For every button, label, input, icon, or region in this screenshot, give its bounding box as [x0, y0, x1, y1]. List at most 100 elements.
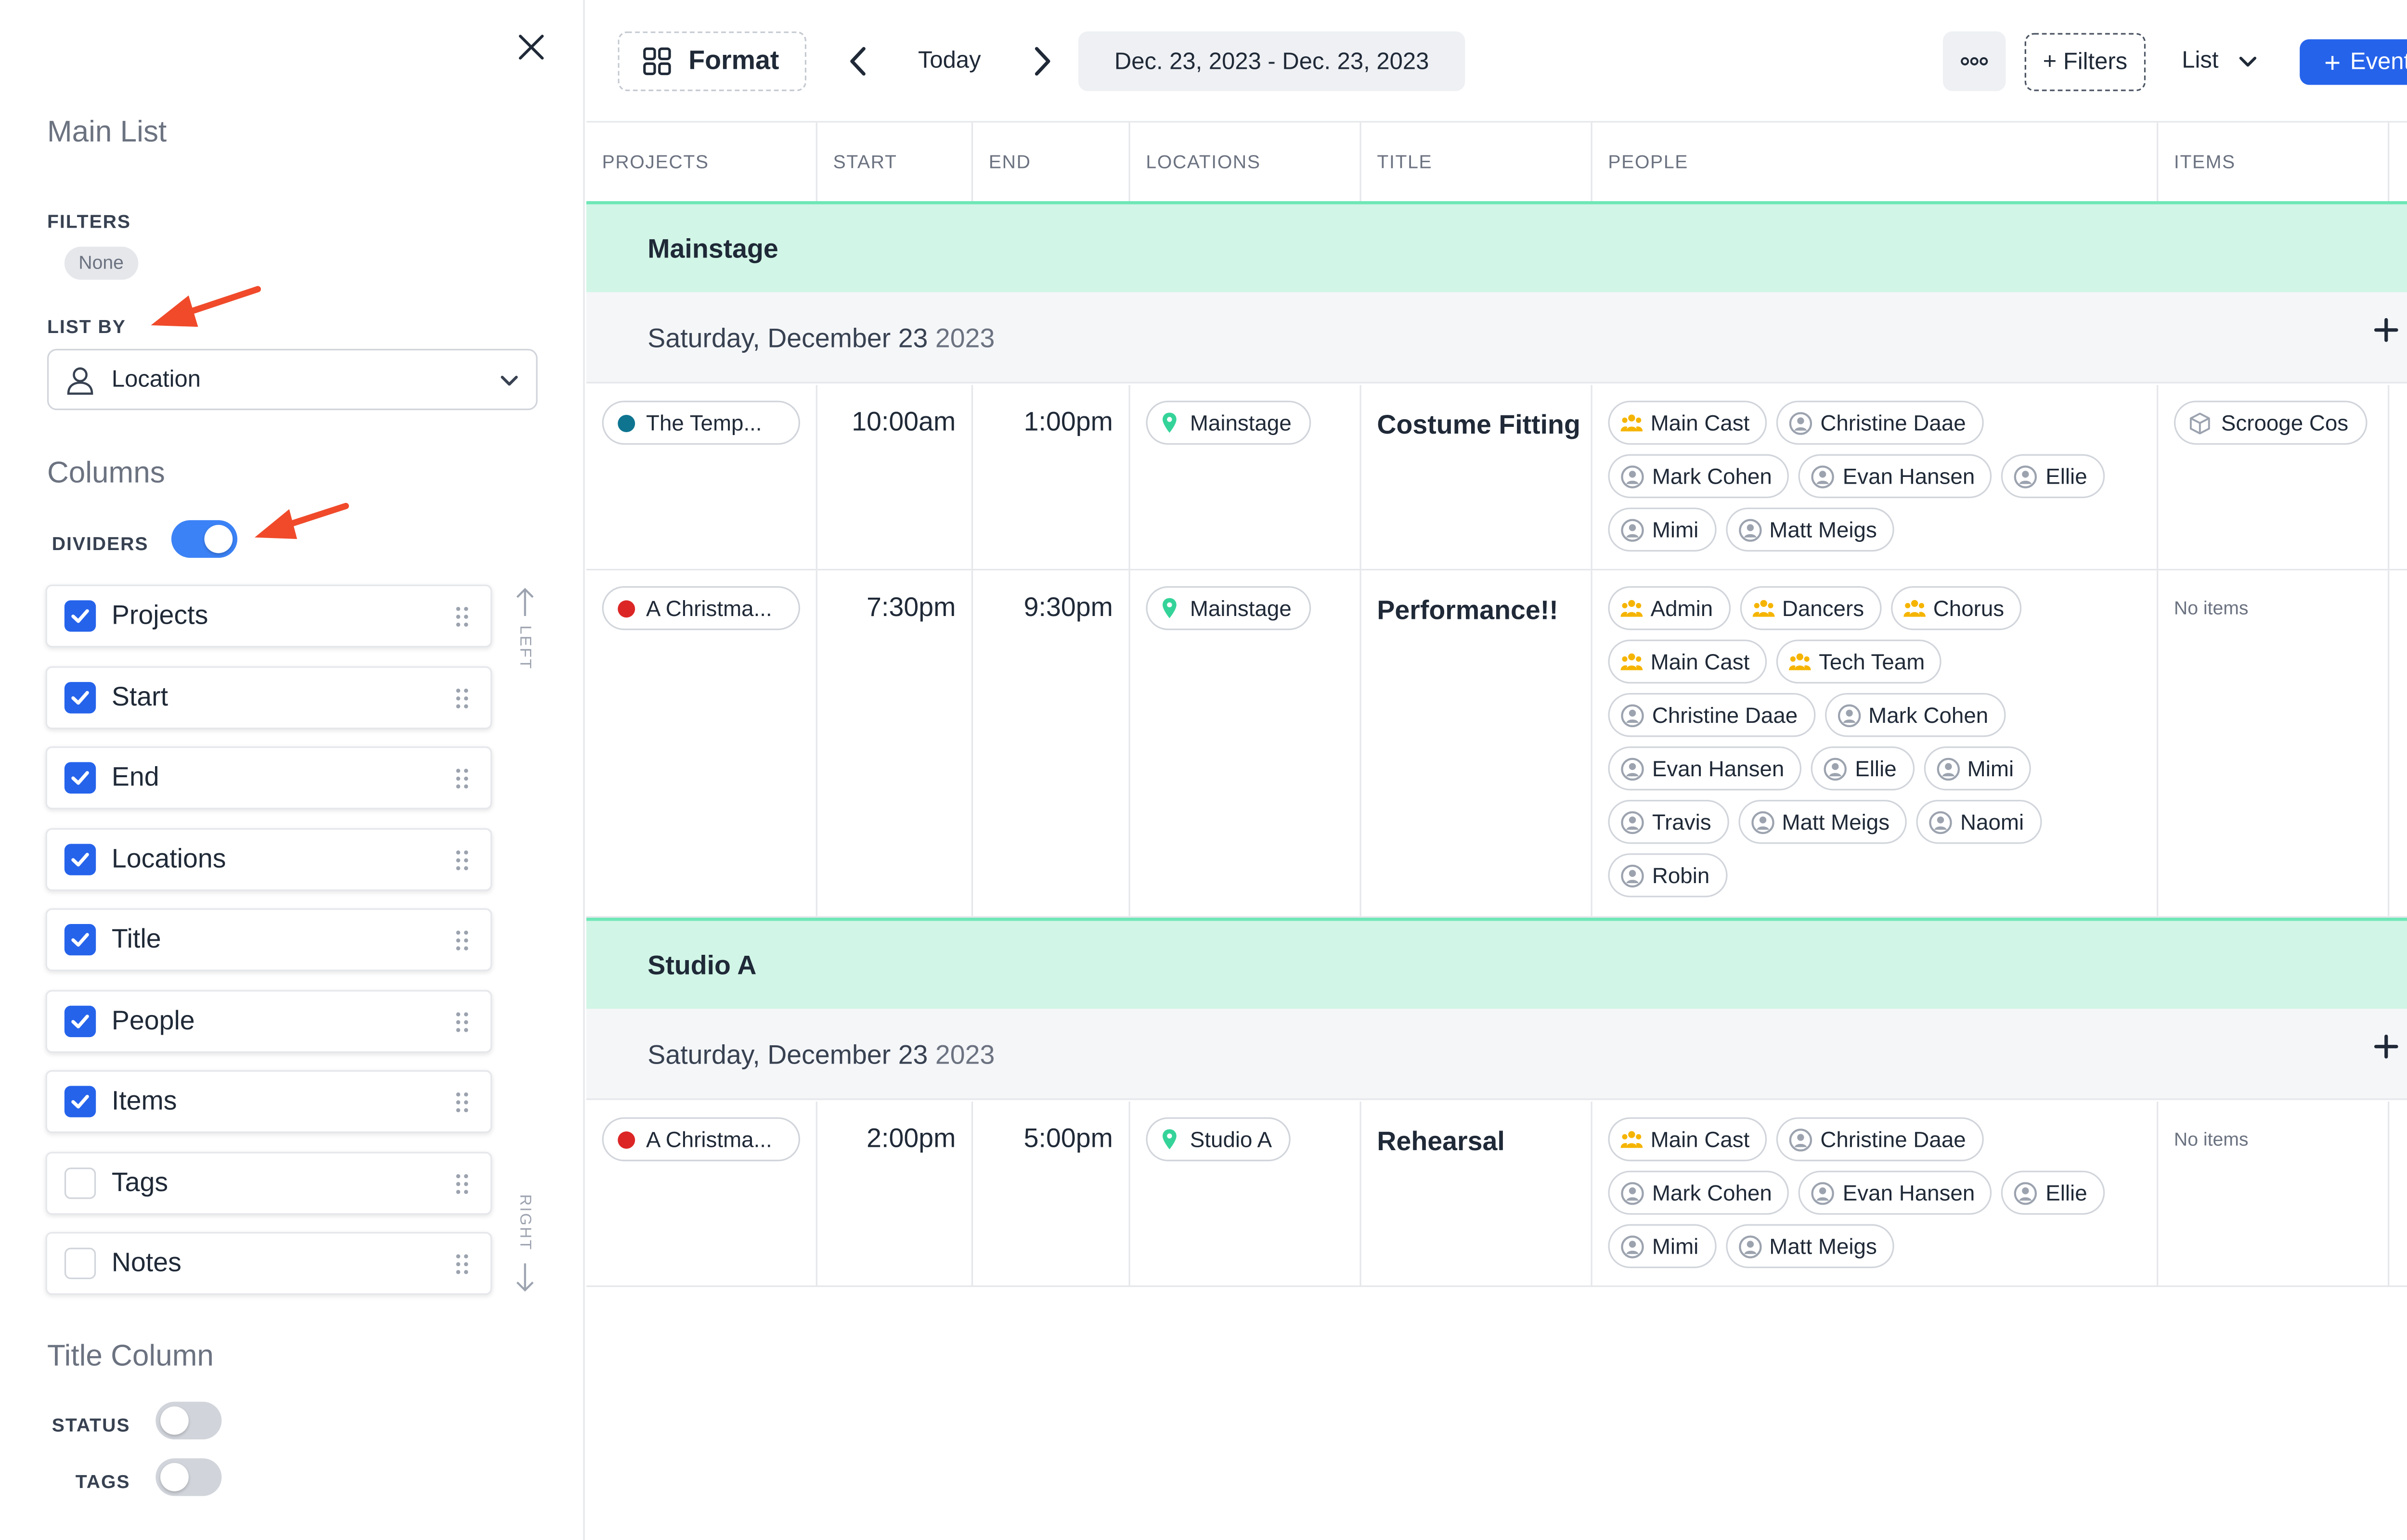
person-chip[interactable]: Mark Cohen — [1824, 693, 2006, 737]
person-chip[interactable]: Christine Daae — [1608, 693, 1815, 737]
drag-handle[interactable] — [456, 769, 468, 797]
previous-date-button[interactable] — [841, 41, 876, 82]
person-chip[interactable]: Naomi — [1916, 800, 2042, 844]
column-header-projects[interactable]: PROJECTS — [586, 122, 817, 201]
table-cell: Mainstage — [1130, 570, 1361, 916]
drag-handle[interactable] — [456, 688, 468, 716]
person-chip[interactable]: Ellie — [2001, 454, 2105, 499]
date-range-picker[interactable]: Dec. 23, 2023 - Dec. 23, 2023 — [1078, 31, 1465, 91]
column-header-items[interactable]: ITEMS — [2158, 122, 2390, 201]
column-option-title[interactable]: Title — [45, 908, 492, 971]
column-header-end[interactable]: END — [973, 122, 1130, 201]
status-toggle[interactable] — [155, 1401, 222, 1440]
column-checkbox[interactable] — [64, 762, 96, 794]
column-checkbox[interactable] — [64, 843, 96, 875]
person-chip[interactable]: Ellie — [1811, 746, 1914, 791]
person-chip[interactable]: Evan Hansen — [1799, 1170, 1993, 1215]
dividers-toggle[interactable] — [171, 520, 238, 558]
column-option-people[interactable]: People — [45, 989, 492, 1052]
column-checkbox[interactable] — [64, 1005, 96, 1037]
more-options-button[interactable] — [1942, 31, 2006, 91]
add-event-button[interactable]: + Event — [2300, 39, 2407, 85]
location-chip[interactable]: Mainstage — [1146, 400, 1310, 445]
location-chip[interactable]: Studio A — [1146, 1117, 1291, 1162]
group-chip[interactable]: Dancers — [1739, 586, 1882, 630]
person-chip[interactable]: Ellie — [2001, 1170, 2105, 1215]
column-option-end[interactable]: End — [45, 746, 492, 809]
column-checkbox[interactable] — [64, 1247, 96, 1279]
column-checkbox[interactable] — [64, 924, 96, 956]
column-checkbox[interactable] — [64, 600, 96, 632]
group-chip[interactable]: Main Cast — [1608, 639, 1767, 684]
group-chip[interactable]: Chorus — [1890, 586, 2022, 630]
column-option-notes[interactable]: Notes — [45, 1232, 492, 1295]
view-mode-select[interactable]: List — [2182, 47, 2259, 74]
table-cell — [2389, 1102, 2407, 1285]
drag-handle[interactable] — [456, 1173, 468, 1202]
column-header-start[interactable]: START — [817, 122, 973, 201]
person-chip[interactable]: Matt Meigs — [1725, 1224, 1894, 1269]
person-chip[interactable]: Matt Meigs — [1725, 507, 1894, 552]
chevron-down-icon — [2239, 56, 2257, 66]
location-name: Mainstage — [1190, 410, 1292, 436]
checkmark-icon — [71, 852, 89, 866]
drag-handle[interactable] — [456, 1092, 468, 1120]
drag-handle[interactable] — [456, 849, 468, 878]
add-event-to-date-button[interactable] — [2374, 1034, 2399, 1067]
column-option-locations[interactable]: Locations — [45, 827, 492, 890]
add-event-to-date-button[interactable] — [2374, 318, 2399, 351]
project-chip[interactable]: A Christma... — [602, 586, 801, 630]
close-sidebar-button[interactable] — [509, 25, 553, 69]
project-chip[interactable]: A Christma... — [602, 1117, 801, 1162]
today-button[interactable]: Today — [918, 47, 981, 74]
column-checkbox[interactable] — [64, 1167, 96, 1198]
person-chip[interactable]: Mimi — [1608, 1224, 1716, 1269]
drag-handle[interactable] — [456, 1011, 468, 1040]
person-chip[interactable]: Matt Meigs — [1738, 800, 1907, 844]
column-option-items[interactable]: Items — [45, 1070, 492, 1133]
drag-handle[interactable] — [456, 606, 468, 635]
item-chip[interactable]: Scrooge Cos — [2174, 400, 2368, 445]
status-label: STATUS — [52, 1414, 130, 1437]
group-chip[interactable]: Admin — [1608, 586, 1731, 630]
next-date-button[interactable] — [1025, 41, 1060, 82]
event-title[interactable]: Performance!! — [1377, 595, 1558, 626]
column-checkbox[interactable] — [64, 681, 96, 713]
column-option-tags[interactable]: Tags — [45, 1151, 492, 1214]
column-header-people[interactable]: PEOPLE — [1592, 122, 2159, 201]
list-by-select[interactable]: Location — [47, 348, 538, 411]
group-icon — [1620, 653, 1643, 670]
tags-toggle[interactable] — [155, 1458, 222, 1496]
column-checkbox[interactable] — [64, 1086, 96, 1117]
location-chip[interactable]: Mainstage — [1146, 586, 1310, 630]
table-row[interactable]: The Temp... 10:00am 1:00pm Mainstage Costume… — [586, 385, 2407, 571]
person-chip[interactable]: Christine Daae — [1776, 1117, 1983, 1162]
table-row[interactable]: A Christma... 7:30pm 9:30pm Mainstage Perfor… — [586, 570, 2407, 918]
column-header-locations[interactable]: LOCATIONS — [1130, 122, 1361, 201]
column-option-start[interactable]: Start — [45, 665, 492, 729]
group-chip[interactable]: Tech Team — [1776, 639, 1942, 684]
person-chip[interactable]: Robin — [1608, 853, 1727, 898]
person-chip[interactable]: Christine Daae — [1776, 400, 1983, 445]
event-title[interactable]: Costume Fitting — [1377, 410, 1580, 440]
column-header-title[interactable]: TITLE — [1361, 122, 1592, 201]
group-chip[interactable]: Main Cast — [1608, 1117, 1767, 1162]
person-chip[interactable]: Mimi — [1923, 746, 2032, 791]
event-title[interactable]: Rehearsal — [1377, 1127, 1505, 1157]
format-button[interactable]: Format — [618, 31, 807, 91]
column-option-projects[interactable]: Projects — [45, 584, 492, 648]
drag-handle[interactable] — [456, 930, 468, 959]
person-chip[interactable]: Mark Cohen — [1608, 1170, 1789, 1215]
group-chip[interactable]: Main Cast — [1608, 400, 1767, 445]
person-chip[interactable]: Evan Hansen — [1608, 746, 1802, 791]
add-filters-button[interactable]: + Filters — [2024, 33, 2146, 91]
person-chip[interactable]: Evan Hansen — [1799, 454, 1993, 499]
person-chip[interactable]: Travis — [1608, 800, 1729, 844]
drag-handle[interactable] — [456, 1254, 468, 1283]
project-chip[interactable]: The Temp... — [602, 400, 801, 445]
dividers-label: DIVIDERS — [52, 532, 149, 555]
table-row[interactable]: A Christma... 2:00pm 5:00pm Studio A Rehears… — [586, 1101, 2407, 1287]
person-chip[interactable]: Mark Cohen — [1608, 454, 1789, 499]
person-chip[interactable]: Mimi — [1608, 507, 1716, 552]
filters-value-badge[interactable]: None — [64, 246, 138, 280]
